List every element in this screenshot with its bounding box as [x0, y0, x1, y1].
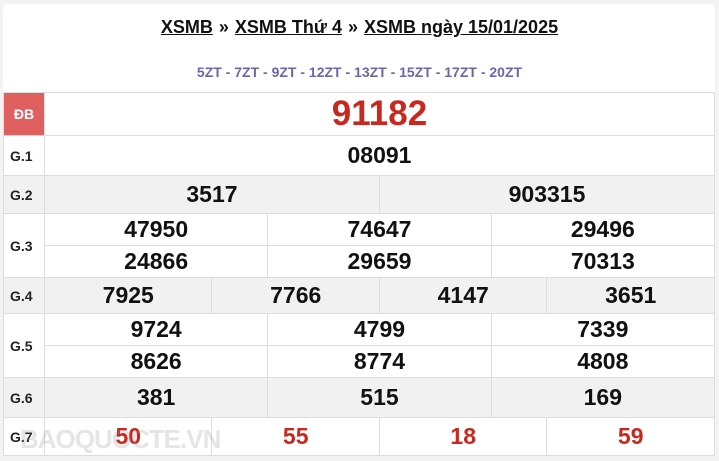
- prize-number: 7339: [490, 313, 716, 346]
- prize-label: G.5: [3, 313, 45, 378]
- row-g5: G.5 9724 4799 7339: [3, 313, 716, 378]
- prize-label: G.7: [3, 417, 45, 456]
- prize-number: 59: [546, 417, 715, 456]
- prize-label: G.4: [3, 277, 45, 314]
- row-g1: G.1 08091: [3, 135, 715, 176]
- prize-label: G.1: [3, 135, 45, 176]
- row-g6: G.6 381 515 169: [3, 377, 716, 418]
- prize-number: 55: [211, 417, 380, 456]
- row-g2: G.2 3517 903315: [3, 175, 716, 214]
- prize-number: 29496: [490, 213, 716, 246]
- prize-number: 169: [490, 377, 716, 418]
- prize-number: 4808: [490, 345, 716, 378]
- prize-number: 515: [267, 377, 492, 418]
- prize-number: 4799: [267, 313, 492, 346]
- prize-number: 08091: [44, 135, 715, 176]
- prize-number: 50: [43, 417, 213, 456]
- zt-codes: 5ZT - 7ZT - 9ZT - 12ZT - 13ZT - 15ZT - 1…: [196, 64, 523, 80]
- breadcrumb-xsmb-date[interactable]: XSMB ngày 15/01/2025: [363, 17, 559, 37]
- row-g4: G.4 7925 7766 4147 3651: [3, 277, 715, 314]
- prize-number: 381: [43, 377, 269, 418]
- prize-number: 18: [378, 417, 548, 456]
- prize-number: 70313: [490, 245, 716, 278]
- breadcrumb: XSMB» XSMB Thứ 4» XSMB ngày 15/01/2025: [0, 17, 719, 38]
- prize-number: 29659: [267, 245, 492, 278]
- row-g5b: 8626 8774 4808: [4, 345, 716, 378]
- special-prize: 91182: [44, 92, 715, 136]
- prize-number: 4147: [378, 277, 548, 314]
- prize-number: 3651: [546, 277, 715, 314]
- results-table: ĐB 91182 G.1 08091 G.2 3517 903315 G.3 47950 7…: [3, 92, 716, 456]
- prize-number: 24866: [43, 245, 269, 278]
- prize-label: G.6: [3, 377, 45, 418]
- prize-label: G.3: [3, 213, 45, 278]
- breadcrumb-xsmb-thu4[interactable]: XSMB Thứ 4: [234, 17, 342, 37]
- breadcrumb-xsmb[interactable]: XSMB: [160, 17, 213, 37]
- row-g3b: 24866 29659 70313: [4, 245, 716, 278]
- prize-number: 8626: [43, 345, 269, 378]
- prize-label: ĐB: [3, 92, 45, 136]
- prize-number: 7766: [211, 277, 380, 314]
- prize-number: 9724: [43, 313, 269, 346]
- breadcrumb-separator: »: [218, 17, 229, 37]
- row-g3: G.3 47950 74647 29496: [3, 213, 716, 278]
- prize-number: 903315: [378, 175, 716, 214]
- prize-label: G.2: [3, 175, 45, 214]
- prize-number: 47950: [43, 213, 269, 246]
- row-db: ĐB 91182: [3, 92, 715, 136]
- prize-number: 8774: [267, 345, 492, 378]
- prize-number: 3517: [44, 175, 380, 214]
- row-g7: G.7 50 55 18 59: [3, 417, 715, 456]
- prize-number: 74647: [267, 213, 492, 246]
- prize-number: 7925: [43, 277, 213, 314]
- breadcrumb-separator: »: [347, 17, 358, 37]
